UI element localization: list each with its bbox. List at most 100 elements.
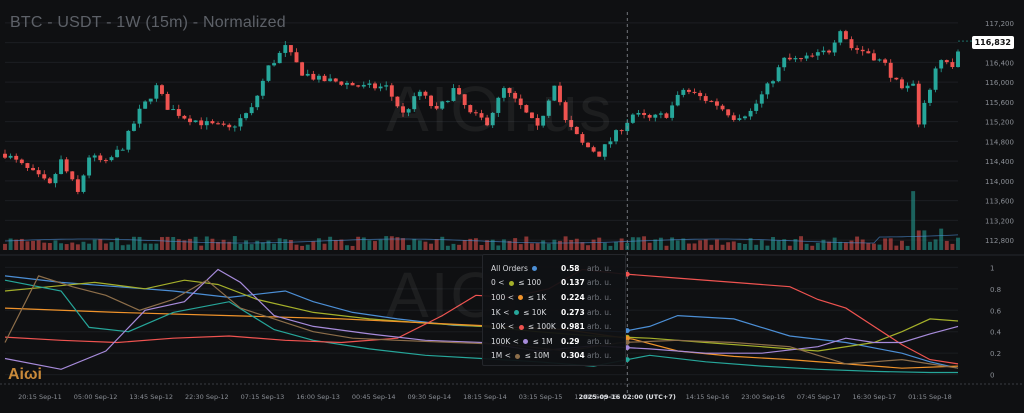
legend-color-dot bbox=[523, 339, 529, 345]
volume-bar bbox=[894, 245, 899, 250]
candle-body bbox=[871, 53, 876, 61]
volume-bar bbox=[199, 245, 204, 250]
candle-body bbox=[238, 118, 243, 127]
volume-bar bbox=[754, 244, 759, 250]
candle-body bbox=[378, 86, 383, 89]
candle-body bbox=[98, 155, 103, 161]
series-line bbox=[4, 268, 959, 370]
volume-bar bbox=[176, 239, 181, 250]
candle-body bbox=[905, 85, 910, 89]
candle-body bbox=[658, 113, 663, 115]
volume-bar bbox=[614, 241, 619, 250]
volume-bar bbox=[888, 238, 893, 250]
volume-bar bbox=[933, 239, 938, 250]
candle-body bbox=[782, 57, 787, 68]
candle-body bbox=[513, 92, 518, 99]
candle-body bbox=[922, 102, 927, 125]
volume-bar bbox=[344, 245, 349, 250]
x-tick-label: 2025-09-16 02:00 (UTC+7) bbox=[579, 393, 676, 401]
candle-body bbox=[686, 89, 691, 92]
x-tick-label: 22:30 Sep-12 bbox=[185, 393, 229, 401]
candle-body bbox=[720, 105, 725, 110]
legend-label: 100K < ≤ 1M bbox=[491, 336, 553, 346]
volume-bar bbox=[485, 240, 490, 250]
brand-logo: Aiωi bbox=[8, 366, 42, 383]
candle-body bbox=[294, 52, 299, 63]
candle-body bbox=[765, 83, 770, 95]
volume-bar bbox=[799, 236, 803, 250]
x-tick-label: 09:30 Sep-14 bbox=[408, 393, 452, 401]
legend-label: 0 < ≤ 100 bbox=[491, 278, 542, 288]
volume-bar bbox=[496, 245, 501, 250]
volume-bar bbox=[843, 242, 848, 250]
candle-body bbox=[429, 95, 434, 107]
candle-body bbox=[944, 60, 949, 63]
candle-body bbox=[440, 101, 445, 109]
volume-bar bbox=[468, 238, 473, 250]
series-line bbox=[4, 279, 958, 374]
legend-unit: arb. u. bbox=[587, 292, 612, 302]
candle-body bbox=[75, 179, 80, 192]
candle-body bbox=[160, 85, 164, 94]
candle-body bbox=[53, 174, 58, 184]
series-line bbox=[4, 275, 959, 369]
candle-body bbox=[266, 65, 271, 81]
candle-body bbox=[832, 42, 837, 53]
indicator-tick-label: 0 bbox=[990, 372, 994, 380]
volume-bar bbox=[165, 236, 170, 250]
legend-label: 10K < ≤ 100K bbox=[491, 322, 556, 332]
candle-body bbox=[288, 45, 293, 53]
volume-bar bbox=[14, 239, 19, 250]
volume-bar bbox=[630, 237, 635, 250]
candle-body bbox=[591, 147, 596, 152]
candle-body bbox=[176, 109, 181, 116]
candle-body bbox=[473, 112, 478, 114]
candle-body bbox=[143, 101, 148, 109]
price-tick-label: 113,600 bbox=[985, 198, 1014, 206]
candle-body bbox=[249, 107, 254, 114]
volume-bar bbox=[782, 239, 787, 250]
legend-label: 1K < ≤ 10K bbox=[491, 307, 547, 317]
x-tick-label: 07:45 Sep-17 bbox=[797, 393, 841, 401]
candle-body bbox=[815, 52, 820, 56]
volume-bar bbox=[210, 238, 215, 250]
candle-body bbox=[389, 85, 394, 97]
watermark-top: AIOI.us bbox=[386, 73, 614, 145]
candle-body bbox=[434, 106, 439, 109]
candle-body bbox=[630, 114, 635, 123]
candle-body bbox=[580, 134, 585, 143]
series-marker bbox=[624, 271, 630, 277]
price-tick-label: 116,400 bbox=[985, 59, 1014, 67]
volume-bar bbox=[401, 238, 405, 250]
candle-body bbox=[25, 163, 30, 168]
candle-body bbox=[546, 100, 551, 116]
volume-bar bbox=[905, 245, 910, 250]
candle-body bbox=[698, 92, 703, 97]
candle-body bbox=[305, 73, 310, 76]
volume-bar bbox=[501, 239, 506, 250]
volume-bar bbox=[849, 240, 854, 250]
x-tick-label: 13:45 Sep-12 bbox=[129, 393, 173, 401]
volume-bar bbox=[636, 237, 641, 250]
volume-bar bbox=[131, 236, 136, 250]
candle-body bbox=[221, 123, 226, 125]
x-tick-label: 03:15 Sep-15 bbox=[519, 393, 563, 401]
volume-bar bbox=[681, 238, 686, 250]
candle-body bbox=[759, 94, 764, 104]
candle-body bbox=[776, 67, 781, 82]
volume-bar bbox=[720, 244, 725, 250]
candle-body bbox=[316, 75, 321, 80]
volume-bar bbox=[558, 240, 562, 250]
candle-body bbox=[793, 58, 798, 60]
x-tick-label: 16:00 Sep-13 bbox=[296, 393, 340, 401]
candle-body bbox=[350, 82, 355, 86]
candle-body bbox=[558, 85, 562, 103]
legend-value: 0.29 bbox=[561, 336, 580, 346]
volume-bar bbox=[883, 238, 888, 250]
volume-bar bbox=[597, 237, 602, 250]
volume-bar bbox=[608, 245, 613, 250]
x-tick-label: 01:15 Sep-18 bbox=[908, 393, 952, 401]
legend-color-dot bbox=[513, 310, 519, 316]
candle-body bbox=[3, 153, 7, 158]
candle-body bbox=[860, 49, 865, 52]
